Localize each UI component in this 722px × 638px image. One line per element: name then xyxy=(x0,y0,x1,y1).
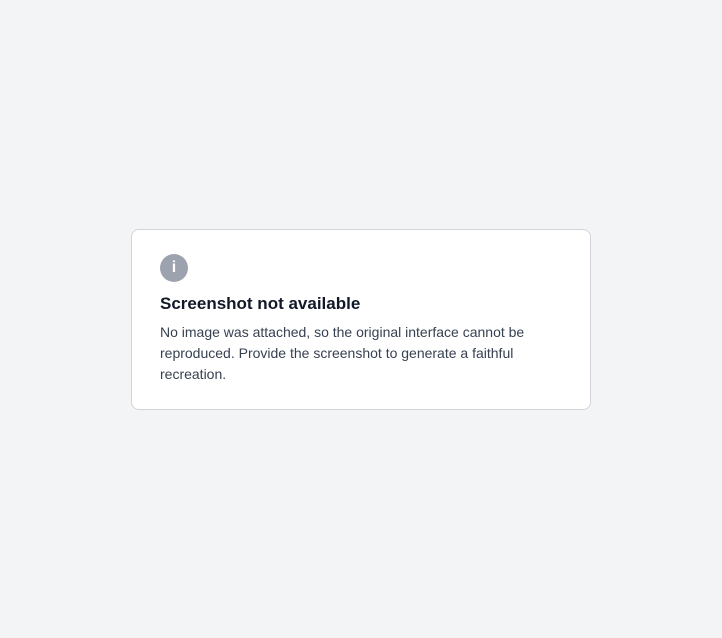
missing-image-notice: i Screenshot not available No image was … xyxy=(131,228,591,410)
notice-title: Screenshot not available xyxy=(160,293,361,313)
info-icon: i xyxy=(160,253,188,282)
notice-body: No image was attached, so the original i… xyxy=(160,323,525,382)
